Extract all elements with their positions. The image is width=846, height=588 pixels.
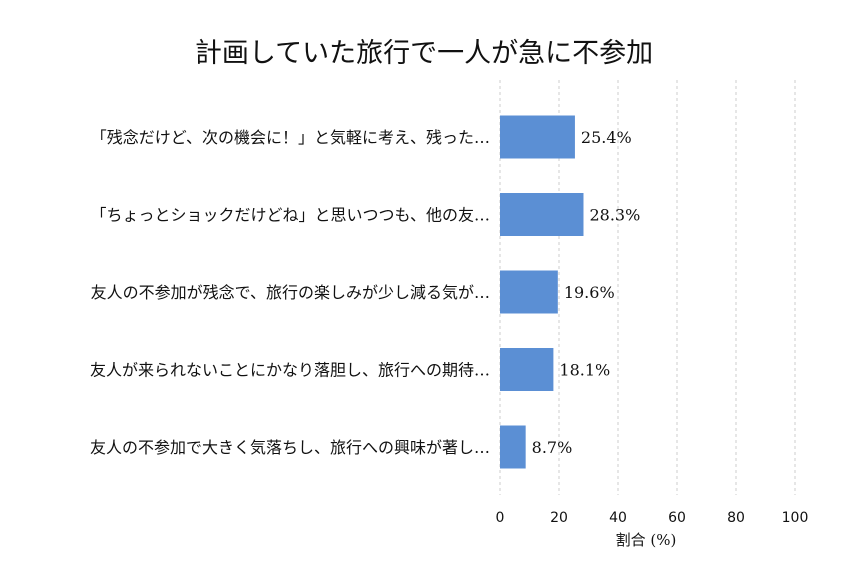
- x-tick-label-40: 40: [609, 510, 627, 526]
- bars: [500, 115, 584, 469]
- bar-5: [500, 425, 526, 469]
- category-label-3: 友人の不参加が残念で、旅行の楽しみが少し減る気が…: [91, 283, 490, 302]
- category-label-4: 友人が来られないことにかなり落胆し、旅行への期待…: [90, 361, 490, 380]
- value-labels: 25.4% 28.3% 19.6% 18.1% 8.7%: [532, 128, 641, 457]
- x-tick-label-0: 0: [496, 510, 505, 526]
- value-label-5: 8.7%: [532, 438, 573, 457]
- x-axis-label: 割合 (%): [616, 531, 677, 549]
- bar-2: [500, 193, 584, 236]
- category-label-1: 「残念だけど、次の機会に！」と気軽に考え、残った…: [91, 128, 490, 147]
- x-tick-label-20: 20: [550, 510, 568, 526]
- value-label-2: 28.3%: [589, 206, 640, 225]
- value-label-1: 25.4%: [581, 128, 632, 147]
- category-labels: 「残念だけど、次の機会に！」と気軽に考え、残った… 「ちょっとショックだけどね」と…: [90, 128, 490, 457]
- x-tick-label-80: 80: [727, 510, 745, 526]
- bar-1: [500, 115, 575, 159]
- category-label-2: 「ちょっとショックだけどね」と思いつつも、他の友…: [90, 206, 490, 225]
- bar-3: [500, 270, 558, 314]
- x-axis-ticks: 0 20 40 60 80 100: [496, 510, 809, 526]
- x-tick-label-100: 100: [782, 510, 809, 526]
- value-label-3: 19.6%: [564, 283, 615, 302]
- chart-title: 計画していた旅行で一人が急に不参加: [195, 38, 653, 69]
- x-tick-label-60: 60: [668, 510, 686, 526]
- bar-4: [500, 348, 554, 391]
- category-label-5: 友人の不参加で大きく気落ちし、旅行への興味が著し…: [90, 438, 490, 457]
- value-label-4: 18.1%: [559, 361, 610, 380]
